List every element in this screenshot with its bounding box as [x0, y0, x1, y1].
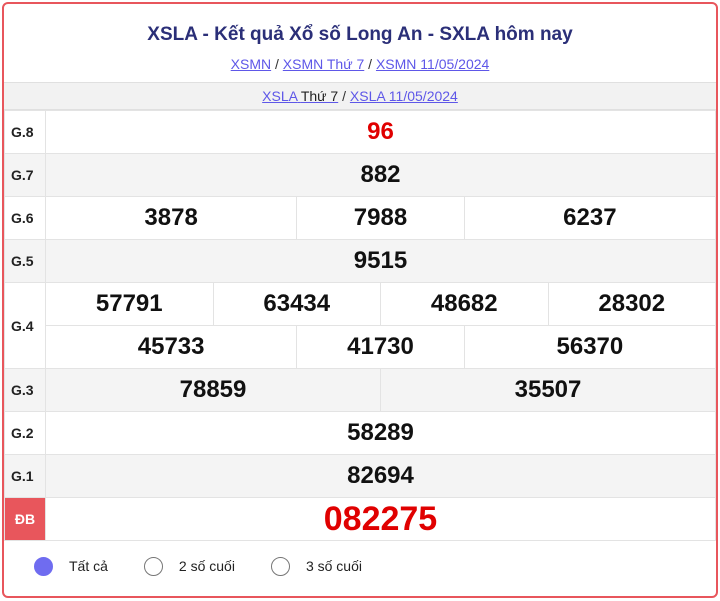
row-g6: G.6 3878 7988 6237 — [4, 196, 716, 240]
filter-all[interactable]: Tất cả — [34, 556, 108, 576]
row-db: ĐB 082275 — [4, 497, 716, 541]
prize-value: 57791 — [45, 282, 214, 326]
prize-value: 45733 — [44, 325, 298, 369]
row-g1: G.1 82694 — [4, 454, 716, 498]
prize-value: 48682 — [380, 282, 549, 326]
filter-last-3[interactable]: 3 số cuối — [270, 556, 362, 576]
prize-value: 7988 — [296, 196, 465, 240]
row-g3: G.3 78859 35507 — [4, 368, 716, 412]
prize-value: 9515 — [45, 239, 716, 283]
prize-value: 35507 — [380, 368, 716, 412]
radio-icon[interactable] — [270, 556, 290, 576]
link-xsmn-thu7[interactable]: XSMN Thứ 7 — [282, 56, 365, 72]
prize-value: 63434 — [212, 282, 381, 326]
prize-value: 56370 — [463, 325, 716, 369]
link-xsla-date[interactable]: XSLA 11/05/2024 — [349, 88, 458, 104]
prize-value: 28302 — [547, 282, 716, 326]
prize-value: 3878 — [44, 196, 298, 240]
row-g5: G.5 9515 — [4, 239, 716, 283]
row-g8: G.8 96 — [4, 110, 716, 154]
prize-value: 78859 — [45, 368, 381, 412]
prize-value: 96 — [45, 110, 716, 154]
row-g7: G.7 882 — [4, 153, 716, 197]
sub-breadcrumb: XSLA Thứ 7 / XSLA 11/05/2024 — [4, 82, 716, 110]
link-xsmn[interactable]: XSMN — [230, 56, 272, 72]
page-title: XSLA - Kết quả Xổ số Long An - SXLA hôm … — [147, 24, 573, 45]
prize-value: 82694 — [45, 454, 716, 498]
filter-last-2[interactable]: 2 số cuối — [143, 556, 235, 576]
prize-value: 58289 — [45, 411, 716, 455]
row-g4b: 45733 41730 56370 — [5, 325, 716, 369]
radio-icon[interactable] — [143, 556, 163, 576]
special-prize-value: 082275 — [45, 497, 716, 541]
link-xsmn-date[interactable]: XSMN 11/05/2024 — [375, 56, 490, 72]
link-xsla-thu7[interactable]: XSLA Thứ 7 — [262, 88, 339, 104]
breadcrumb: XSMN / XSMN Thứ 7 / XSMN 11/05/2024 — [230, 56, 490, 72]
row-g2: G.2 58289 — [4, 411, 716, 455]
prize-value: 41730 — [296, 325, 465, 369]
radio-selected-icon[interactable] — [34, 556, 53, 576]
row-g4: G.4 57791 63434 48682 28302 — [4, 282, 716, 369]
prize-value: 882 — [45, 153, 716, 197]
digit-filter: Tất cả 2 số cuối 3 số cuối — [4, 541, 716, 591]
results-table: G.8 96 G.7 882 G.6 3878 7988 6237 G.5 9515 G.4… — [4, 110, 716, 541]
prize-value: 6237 — [463, 196, 716, 240]
